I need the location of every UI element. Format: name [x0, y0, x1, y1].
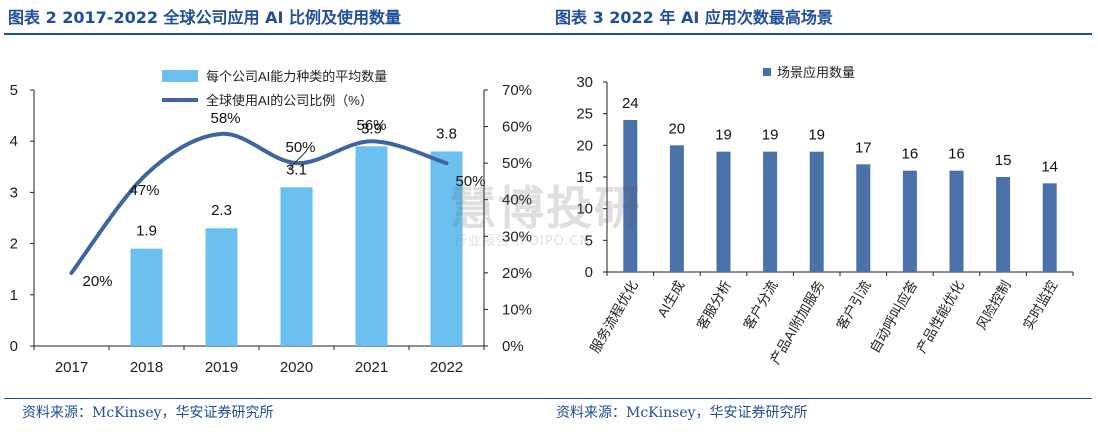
legend-line-label: 全球使用AI的公司比例（%） — [206, 93, 373, 108]
bar — [355, 146, 388, 346]
right-y-tick-label: 10% — [502, 301, 532, 318]
bar — [856, 164, 871, 272]
y-tick-label: 30 — [576, 74, 593, 91]
bar-data-label: 1.9 — [136, 223, 157, 240]
legend-bar-label: 每个公司AI能力种类的平均数量 — [206, 69, 387, 84]
bar-data-label: 19 — [762, 127, 779, 144]
left-chart-title: 图表 2 2017-2022 全球公司应用 AI 比例及使用数量 — [8, 8, 402, 27]
bar — [205, 228, 238, 346]
x-tick-label: 客服分析 — [693, 278, 734, 333]
bar-data-label: 19 — [808, 127, 825, 144]
x-tick-label: 2022 — [430, 359, 463, 376]
x-tick-label: 客户引流 — [833, 277, 874, 332]
right-y-tick-label: 40% — [502, 192, 532, 209]
x-tick-label: 自动呼叫应答 — [866, 277, 921, 356]
bar — [996, 177, 1011, 272]
bar-data-label: 16 — [902, 146, 919, 163]
bar — [430, 151, 463, 346]
legend-label: 场景应用数量 — [777, 65, 855, 80]
bar-data-label: 16 — [948, 146, 965, 163]
bar — [949, 170, 964, 272]
y-tick-label: 5 — [585, 232, 593, 249]
bar-data-label: 3.8 — [436, 125, 457, 142]
x-tick-label: 2019 — [205, 359, 238, 376]
left-y-tick-label: 4 — [10, 133, 18, 150]
line-data-label: 50% — [285, 139, 315, 156]
right-y-tick-label: 50% — [502, 155, 532, 172]
line-series — [69, 131, 449, 275]
bar — [623, 120, 638, 272]
left-y-tick-label: 2 — [10, 236, 18, 253]
bar-data-label: 2.3 — [211, 202, 232, 219]
bar-data-label: 24 — [622, 95, 639, 112]
legend-bar-swatch — [162, 70, 198, 82]
y-tick-label: 20 — [576, 137, 593, 154]
left-y-tick-label: 1 — [10, 287, 18, 304]
right-chart-title: 图表 3 2022 年 AI 应用次数最高场景 — [555, 8, 833, 27]
x-tick-label: 风险控制 — [974, 278, 1014, 332]
bar — [280, 187, 313, 346]
y-tick-label: 0 — [585, 264, 593, 281]
left-y-tick-label: 0 — [10, 338, 18, 355]
right-y-tick-label: 20% — [502, 265, 532, 282]
right-y-tick-label: 0% — [502, 338, 524, 355]
bottom-rule — [4, 398, 1092, 399]
left-y-tick-label: 5 — [10, 82, 18, 99]
bar — [669, 145, 684, 272]
line-data-label: 58% — [210, 110, 240, 127]
bar-data-label: 3.1 — [286, 161, 307, 178]
left-y-tick-label: 3 — [10, 184, 18, 201]
line-data-label: 20% — [82, 273, 112, 290]
title-rule — [4, 33, 1092, 35]
bar — [1042, 183, 1057, 272]
x-tick-label: 服务流程优化 — [587, 278, 640, 356]
label-leader-line — [288, 150, 307, 170]
x-tick-label: 2020 — [280, 359, 313, 376]
x-tick-label: 2018 — [130, 359, 163, 376]
bar — [763, 151, 778, 272]
bar-data-label: 15 — [995, 152, 1012, 169]
y-tick-label: 15 — [576, 169, 593, 186]
bar — [716, 151, 731, 272]
x-tick-label: AI生成 — [655, 278, 688, 320]
right-y-tick-label: 30% — [502, 228, 532, 245]
bar — [130, 248, 163, 346]
x-tick-label: 2017 — [55, 359, 88, 376]
legend-swatch — [763, 68, 771, 76]
line-data-label: 56% — [356, 117, 386, 134]
bar — [902, 170, 917, 272]
bar-data-label: 17 — [855, 139, 872, 156]
line-data-label: 47% — [129, 182, 159, 199]
y-tick-label: 25 — [576, 106, 593, 123]
y-tick-label: 10 — [576, 201, 593, 218]
x-tick-label: 客户分流 — [740, 277, 781, 332]
bar-data-label: 3.9 — [361, 120, 382, 137]
bar — [809, 151, 824, 272]
bar-data-label: 19 — [715, 127, 732, 144]
left-chart-source: 资料来源：McKinsey，华安证券研究所 — [22, 405, 274, 421]
right-chart-source: 资料来源：McKinsey，华安证券研究所 — [556, 405, 808, 421]
right-y-tick-label: 60% — [502, 119, 532, 136]
right-y-tick-label: 70% — [502, 82, 532, 99]
bar-data-label: 20 — [669, 120, 686, 137]
bar-data-label: 14 — [1041, 158, 1058, 175]
line-data-label: 50% — [455, 173, 485, 190]
x-tick-label: 实时监控 — [1020, 278, 1060, 333]
x-tick-label: 产品性能优化 — [914, 278, 967, 356]
x-tick-label: 2021 — [355, 359, 388, 376]
